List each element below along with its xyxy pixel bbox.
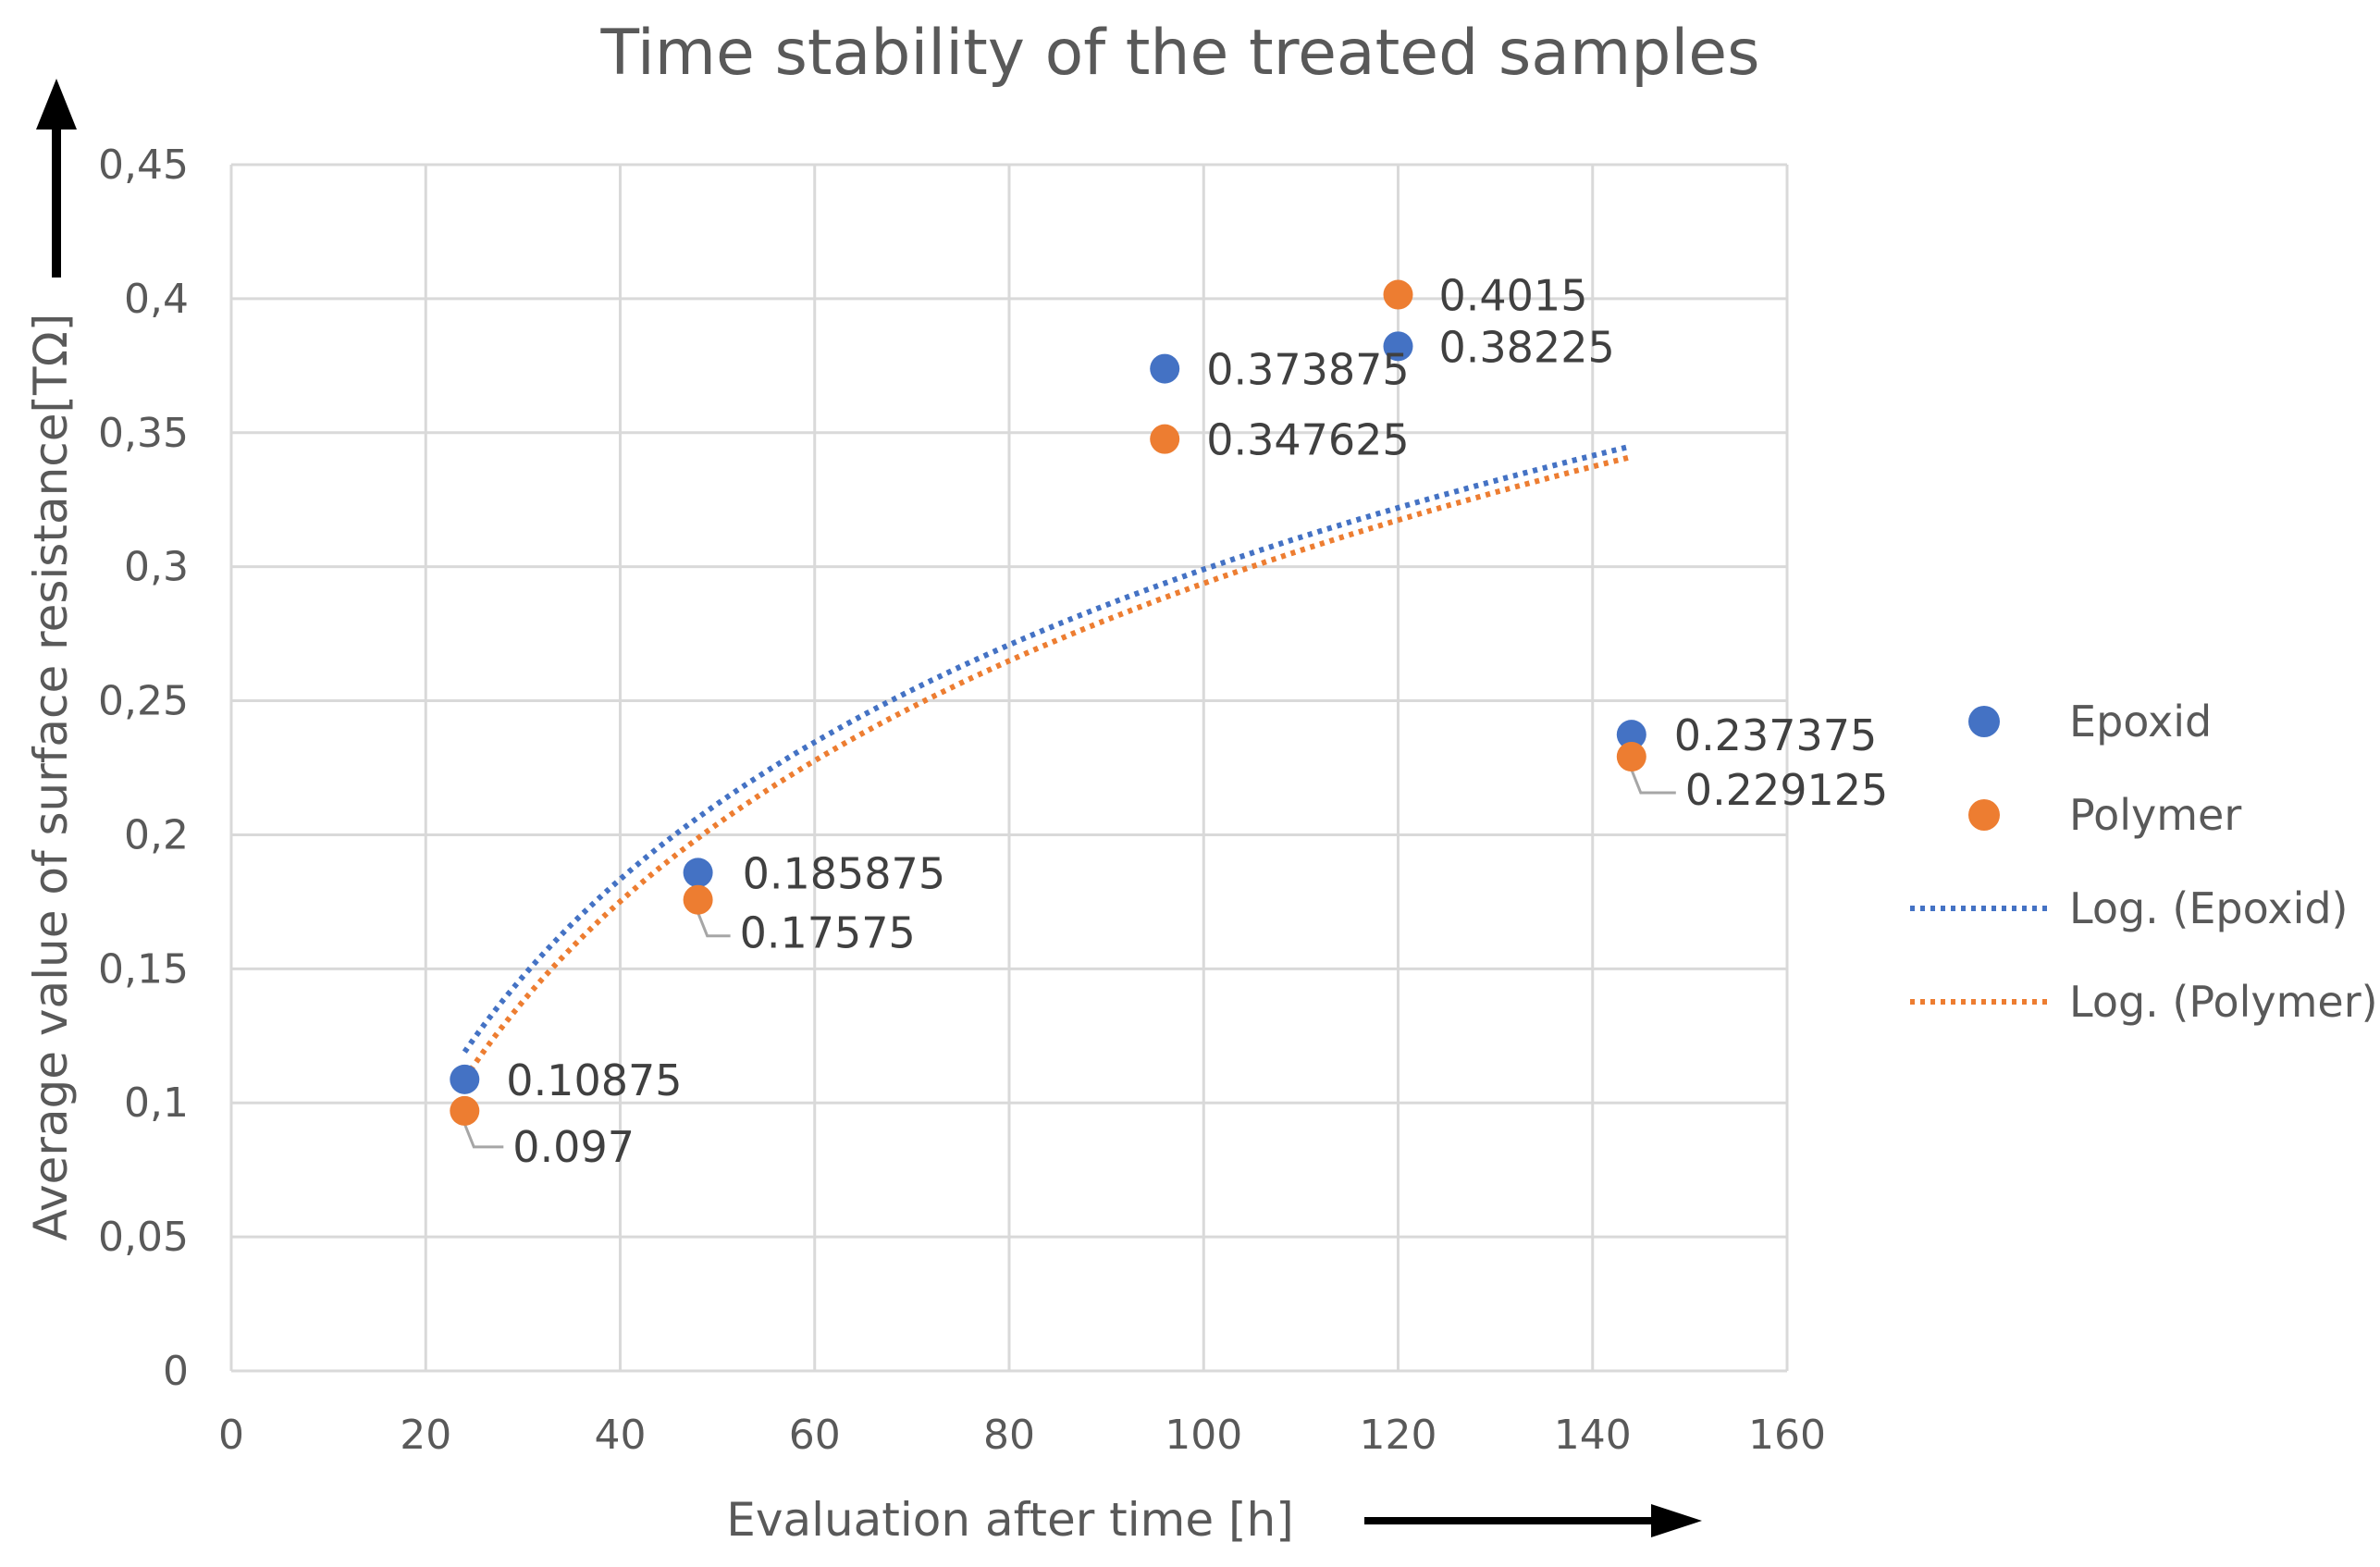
legend-marker-polymer [1968, 799, 2000, 831]
x-tick-label: 0 [218, 1412, 244, 1459]
legend-marker-epoxid [1968, 706, 2000, 737]
y-tick-label: 0,05 [98, 1214, 189, 1261]
data-label-epoxid: 0.38225 [1439, 322, 1615, 372]
x-tick-label: 100 [1165, 1412, 1242, 1459]
legend-label: Epoxid [2069, 697, 2212, 746]
y-tick-label: 0 [163, 1348, 189, 1395]
data-point-polymer [683, 884, 713, 915]
trendline [462, 443, 1633, 1054]
data-label-polymer: 0.17575 [740, 908, 916, 958]
data-point-polymer [1616, 742, 1646, 772]
y-tick-label: 0,2 [124, 811, 189, 858]
label-leader-line [462, 1123, 504, 1149]
data-label-epoxid: 0.10875 [506, 1055, 682, 1105]
data-point-polymer [1383, 279, 1413, 310]
grid [229, 163, 1789, 1373]
x-axis-arrow-icon [1364, 1504, 1702, 1537]
x-axis-title: Evaluation after time [h] [726, 1493, 1293, 1547]
y-axis-title: Average value of surface resistance[TΩ] [24, 314, 78, 1241]
y-tick-label: 0,25 [98, 678, 189, 725]
x-tick-label: 120 [1360, 1412, 1437, 1459]
label-leader-line [697, 912, 731, 938]
legend-label: Polymer [2069, 790, 2241, 840]
data-label-polymer: 0.229125 [1685, 765, 1889, 815]
data-label-polymer: 0.4015 [1439, 271, 1588, 321]
x-tick-label: 60 [789, 1412, 841, 1459]
tick-labels: 0 20 40 60 80 100 120 140 160 0 0,05 0,1 0,15 0,2 0,25… [98, 142, 1826, 1459]
label-leader-line [1630, 769, 1676, 795]
y-tick-label: 0,35 [98, 410, 189, 457]
x-tick-label: 20 [400, 1412, 451, 1459]
y-tick-label: 0,1 [124, 1080, 189, 1127]
data-label-polymer: 0.347625 [1206, 415, 1410, 465]
data-points [450, 279, 1646, 1126]
legend-label: Log. (Polymer) [2069, 977, 2378, 1027]
x-tick-label: 40 [595, 1412, 647, 1459]
x-tick-label: 80 [983, 1412, 1035, 1459]
legend-label: Log. (Epoxid) [2069, 883, 2349, 933]
data-label-epoxid: 0.373875 [1206, 345, 1410, 395]
label-leaders [462, 769, 1676, 1149]
x-tick-label: 160 [1748, 1412, 1826, 1459]
legend: Epoxid Polymer Log. (Epoxid) Log. (Polymer) [1910, 697, 2378, 1027]
y-axis-arrow-icon [36, 79, 77, 278]
y-tick-label: 0,15 [98, 945, 189, 993]
y-tick-label: 0,3 [124, 544, 189, 591]
data-point-epoxid [1383, 331, 1413, 362]
data-point-epoxid [683, 858, 713, 888]
data-point-epoxid [450, 1064, 480, 1094]
trendline [462, 453, 1633, 1080]
data-point-polymer [1150, 424, 1180, 454]
chart-title: Time stability of the treated samples [599, 17, 1759, 90]
data-point-epoxid [1150, 353, 1180, 384]
data-point-epoxid [1616, 720, 1646, 750]
data-label-polymer: 0.097 [512, 1122, 635, 1172]
y-tick-label: 0,4 [124, 276, 189, 323]
data-point-polymer [450, 1095, 480, 1126]
trendlines [462, 443, 1633, 1080]
data-label-epoxid: 0.185875 [743, 848, 946, 898]
y-tick-label: 0,45 [98, 142, 189, 189]
x-tick-label: 140 [1554, 1412, 1632, 1459]
data-label-epoxid: 0.237375 [1674, 710, 1878, 760]
